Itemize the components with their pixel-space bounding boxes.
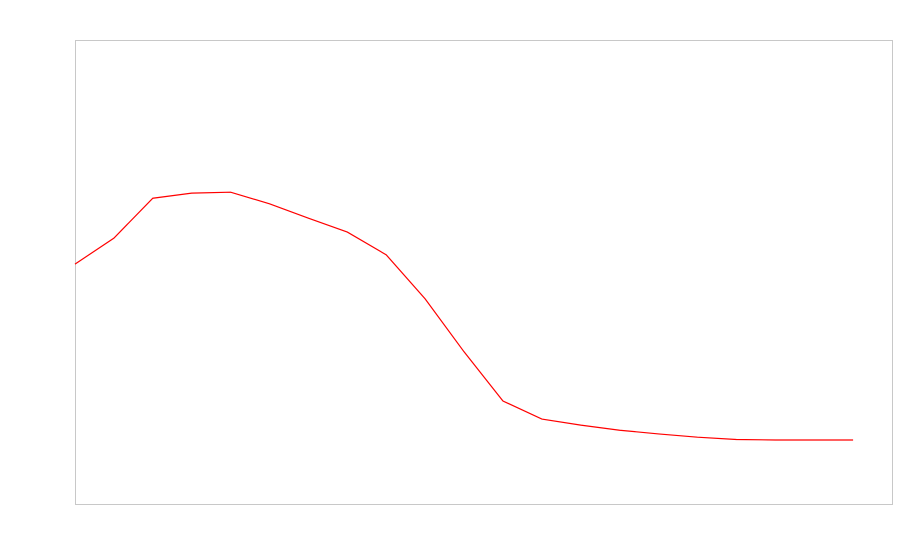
plot-area [75, 40, 893, 505]
line [74, 191, 854, 441]
